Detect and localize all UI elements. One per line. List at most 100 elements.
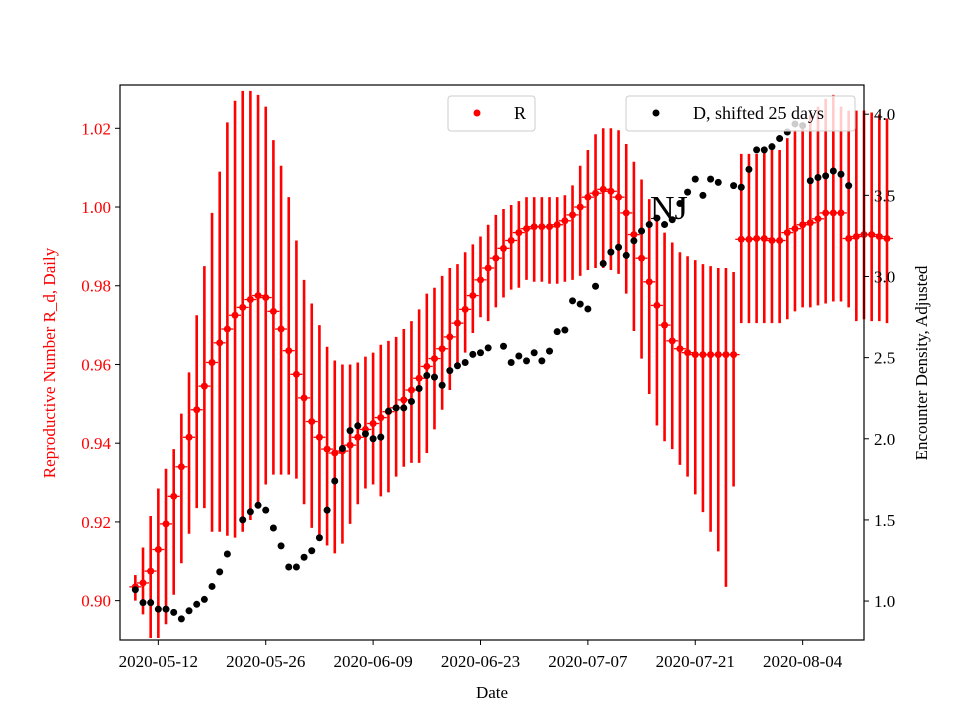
d-point (829, 167, 837, 175)
r-point (154, 545, 162, 553)
d-point (469, 350, 477, 358)
d-point (254, 501, 262, 509)
r-point (216, 339, 224, 347)
r-point (546, 223, 554, 231)
d-point (814, 174, 822, 181)
r-point (599, 185, 607, 193)
r-point (814, 215, 822, 223)
d-point (185, 607, 193, 615)
d-point (239, 516, 247, 524)
d-point (384, 407, 392, 415)
d-point (415, 384, 423, 392)
d-point (584, 305, 592, 313)
d-point (400, 404, 408, 412)
r-point (407, 386, 415, 394)
r-point (453, 319, 461, 327)
d-point (461, 359, 469, 366)
y-left-tick-label: 0.98 (81, 277, 111, 296)
y-axis-label-left: Reproductive Number R_d, Daily (40, 247, 59, 478)
r-point (500, 244, 508, 252)
r-point (676, 345, 684, 353)
d-point (446, 367, 454, 375)
d-point (277, 542, 285, 550)
y-axis-label-right: Encounter Density, Adjusted (912, 265, 931, 460)
r-point (177, 463, 185, 471)
r-point (185, 433, 193, 441)
d-point (147, 599, 155, 607)
d-point (407, 397, 415, 405)
r-point (607, 187, 615, 195)
r-point (446, 333, 454, 341)
r-point (515, 229, 523, 237)
d-points-group (131, 120, 853, 623)
d-point (684, 188, 692, 196)
d-point (638, 227, 646, 235)
r-point (331, 449, 339, 457)
d-point (653, 214, 661, 222)
d-point (530, 349, 538, 357)
axes-frame (119, 84, 865, 641)
d-point (523, 357, 531, 365)
r-point (461, 305, 469, 313)
d-point (745, 165, 753, 173)
d-point (438, 381, 446, 389)
d-point (369, 435, 377, 443)
r-point (730, 351, 738, 359)
r-point (875, 233, 883, 241)
d-point (668, 216, 676, 224)
d-point (806, 177, 814, 185)
d-point (476, 349, 484, 357)
d-point (661, 221, 669, 229)
r-point (760, 235, 768, 243)
r-point (193, 406, 201, 414)
r-point (829, 209, 837, 217)
r-point (661, 321, 669, 329)
r-point (615, 193, 623, 201)
r-point (315, 433, 323, 441)
d-point (845, 182, 853, 190)
legend-r-marker (473, 109, 481, 117)
d-point (546, 347, 554, 355)
d-point (500, 342, 508, 350)
x-tick-label: 2020-06-23 (441, 652, 520, 671)
d-point (592, 282, 600, 290)
y-right-tick-label: 4.0 (874, 105, 895, 124)
d-point (569, 297, 577, 305)
r-point (561, 217, 569, 225)
d-point (354, 422, 362, 430)
d-point (630, 237, 638, 245)
r-point (254, 292, 262, 300)
r-point (308, 418, 316, 426)
x-tick-label: 2020-05-12 (119, 652, 198, 671)
d-point (323, 506, 331, 514)
x-tick-label: 2020-05-26 (226, 652, 305, 671)
r-point (369, 420, 377, 428)
r-point (530, 223, 538, 231)
r-point (638, 254, 646, 262)
d-point (453, 362, 461, 370)
d-point (776, 135, 784, 143)
r-point (170, 492, 178, 500)
x-tick-label: 2020-08-04 (763, 652, 843, 671)
d-point (753, 146, 761, 154)
d-point (561, 326, 569, 334)
r-point (691, 351, 699, 359)
d-point (170, 608, 178, 616)
r-point (400, 396, 408, 404)
r-point (645, 278, 653, 286)
r-point (492, 254, 500, 262)
r-point (208, 359, 216, 366)
nj-annotation: NJ (650, 190, 688, 227)
d-point (285, 563, 293, 571)
r-point (630, 231, 638, 239)
y-right-tick-label: 3.5 (874, 186, 895, 205)
d-point (760, 146, 768, 154)
r-point (707, 351, 715, 359)
r-point (538, 223, 546, 231)
r-point (469, 292, 477, 300)
y-left-tick-label: 1.02 (81, 119, 111, 138)
d-point (208, 582, 216, 590)
d-point (392, 404, 400, 412)
r-point (584, 193, 592, 201)
